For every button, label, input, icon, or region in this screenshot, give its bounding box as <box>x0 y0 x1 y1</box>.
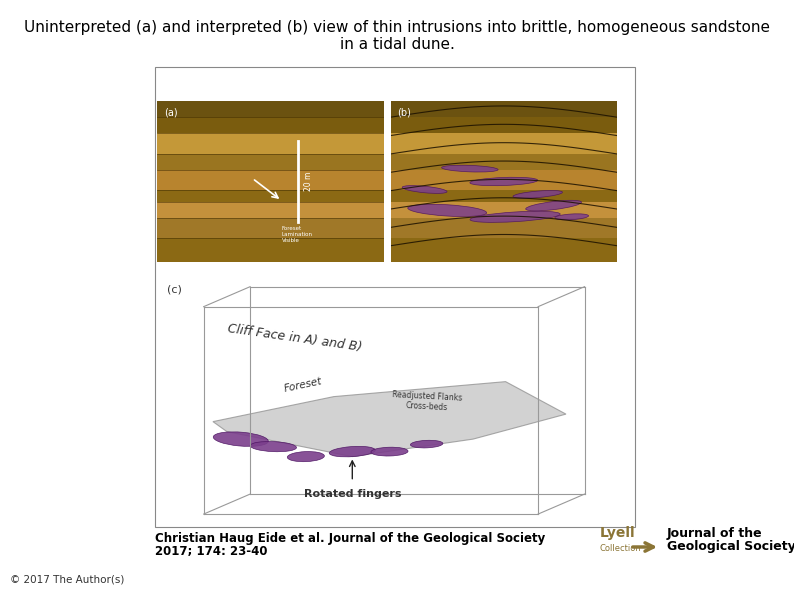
Text: Lyell: Lyell <box>600 526 636 540</box>
Ellipse shape <box>408 204 487 217</box>
Ellipse shape <box>250 441 296 452</box>
Bar <box>157 117 384 133</box>
Text: Foreset
Lamination
Visible: Foreset Lamination Visible <box>282 227 313 243</box>
Bar <box>391 202 617 218</box>
Ellipse shape <box>470 211 561 223</box>
Polygon shape <box>213 381 566 456</box>
Bar <box>391 154 617 170</box>
Bar <box>157 189 384 202</box>
Bar <box>157 101 384 117</box>
Ellipse shape <box>330 446 376 457</box>
Ellipse shape <box>410 440 443 448</box>
Ellipse shape <box>403 186 447 193</box>
Text: (a): (a) <box>164 108 178 118</box>
Bar <box>157 218 384 237</box>
Bar <box>157 237 384 262</box>
Text: 20 m: 20 m <box>304 172 314 191</box>
Bar <box>391 218 617 237</box>
Text: Journal of the: Journal of the <box>667 527 762 540</box>
Bar <box>157 170 384 189</box>
Bar <box>391 133 617 154</box>
Bar <box>391 170 617 189</box>
Ellipse shape <box>470 177 538 186</box>
Bar <box>391 117 617 133</box>
Bar <box>391 237 617 262</box>
Text: Collection: Collection <box>600 544 642 553</box>
Text: Foreset: Foreset <box>283 376 322 394</box>
Bar <box>157 154 384 170</box>
Text: Rotated fingers: Rotated fingers <box>303 489 401 499</box>
Ellipse shape <box>214 432 268 446</box>
Text: Uninterpreted (a) and interpreted (b) view of thin intrusions into brittle, homo: Uninterpreted (a) and interpreted (b) vi… <box>24 20 770 35</box>
Text: (c): (c) <box>167 284 181 294</box>
Text: Readjusted Flanks
Cross-beds: Readjusted Flanks Cross-beds <box>391 390 462 413</box>
Ellipse shape <box>526 201 581 211</box>
Bar <box>157 202 384 218</box>
Text: (b): (b) <box>398 108 411 118</box>
Bar <box>391 101 617 117</box>
Bar <box>157 133 384 154</box>
Ellipse shape <box>441 165 498 172</box>
Text: Geological Society: Geological Society <box>667 540 794 553</box>
Text: in a tidal dune.: in a tidal dune. <box>340 37 454 52</box>
Bar <box>391 189 617 202</box>
FancyBboxPatch shape <box>155 67 635 527</box>
Text: 2017; 174: 23-40: 2017; 174: 23-40 <box>155 545 268 558</box>
Text: Cliff Face in A) and B): Cliff Face in A) and B) <box>227 322 363 353</box>
Ellipse shape <box>287 452 325 462</box>
Ellipse shape <box>371 447 408 456</box>
Text: © 2017 The Author(s): © 2017 The Author(s) <box>10 575 125 585</box>
Ellipse shape <box>555 214 588 220</box>
Text: Christian Haug Eide et al. Journal of the Geological Society: Christian Haug Eide et al. Journal of th… <box>155 532 545 545</box>
Ellipse shape <box>513 190 562 198</box>
